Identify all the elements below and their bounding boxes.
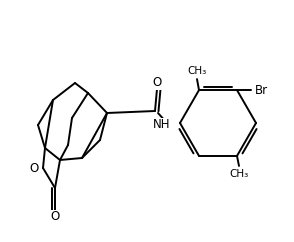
Text: O: O	[50, 211, 60, 224]
Text: CH₃: CH₃	[187, 66, 207, 76]
Text: O: O	[152, 76, 162, 90]
Text: CH₃: CH₃	[229, 169, 249, 179]
Text: O: O	[29, 161, 39, 174]
Text: NH: NH	[153, 119, 170, 131]
Text: Br: Br	[255, 83, 268, 97]
